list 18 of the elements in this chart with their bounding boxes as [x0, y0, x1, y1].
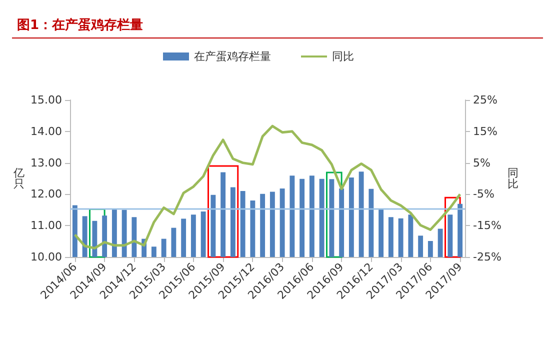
y2-tick-label: -15%: [473, 219, 502, 232]
y-tick-label: 12.00: [30, 188, 62, 201]
y2-tick-label: -25%: [473, 250, 502, 264]
y2-tick-label: -5%: [473, 188, 494, 201]
y-tick-label: 11.00: [30, 219, 62, 232]
y2-axis-title: 同比: [507, 166, 518, 190]
y-tick-label: 13.00: [30, 156, 62, 170]
legend-label: 在产蛋鸡存栏量: [194, 50, 271, 63]
chart-title: 图1：在产蛋鸡存栏量: [17, 17, 144, 33]
legend-label: 同比: [332, 50, 354, 63]
y2-tick-label: 15%: [473, 124, 498, 138]
y-tick-label: 14.00: [30, 124, 62, 138]
line-series: [74, 124, 462, 250]
y2-tick-label: 5%: [473, 156, 490, 170]
y2-tick-label: 25%: [473, 94, 498, 106]
y-axis-title: 亿只: [12, 166, 25, 190]
y-tick-label: 10.00: [30, 250, 62, 264]
y-tick-label: 15.00: [30, 94, 62, 106]
